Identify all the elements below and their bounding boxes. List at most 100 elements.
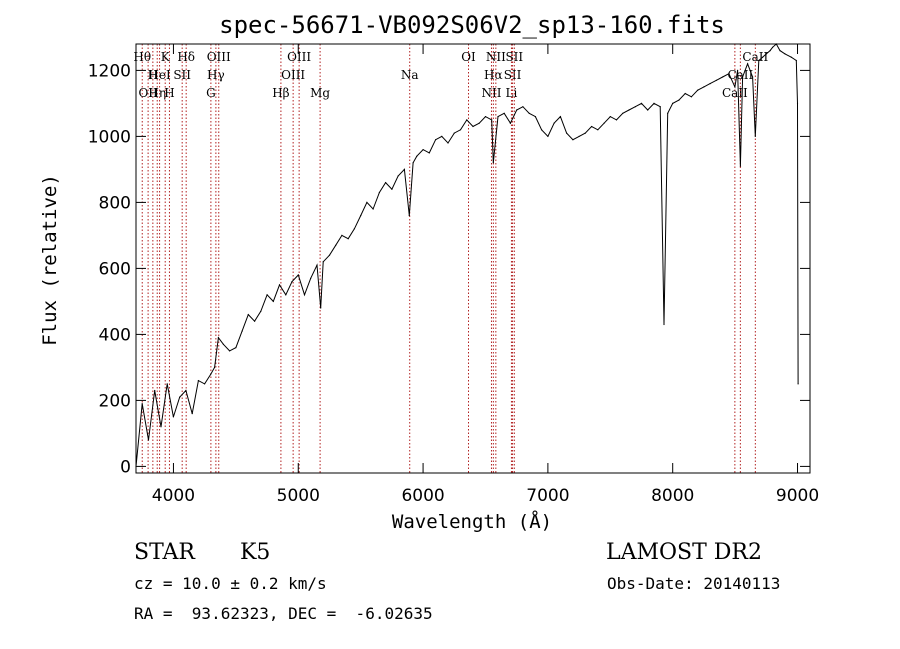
data-point bbox=[647, 109, 649, 111]
y-tick-label-6: 1200 bbox=[88, 61, 131, 81]
data-point bbox=[285, 294, 287, 296]
data-point bbox=[222, 343, 224, 345]
data-point bbox=[762, 56, 764, 58]
data-point bbox=[492, 162, 494, 164]
line-label-14: OIII bbox=[287, 50, 311, 64]
data-point bbox=[478, 122, 480, 124]
data-point bbox=[441, 135, 443, 137]
spectral-lines-layer: HθOIIHHηHeIKHSIIHδGHγOIIIHβOIIIOIIIMgNaO… bbox=[133, 44, 768, 473]
data-point bbox=[784, 53, 786, 55]
data-point bbox=[772, 46, 774, 48]
data-point bbox=[341, 234, 343, 236]
data-point bbox=[254, 320, 256, 322]
data-point bbox=[385, 182, 387, 184]
data-point bbox=[559, 116, 562, 118]
data-point bbox=[609, 116, 611, 118]
data-point bbox=[204, 383, 206, 385]
data-point bbox=[628, 109, 630, 111]
x-tick-label-0: 4000 bbox=[152, 486, 195, 506]
data-point bbox=[509, 122, 511, 124]
line-label-3: Hη bbox=[148, 86, 166, 100]
line-label-5: K bbox=[161, 50, 171, 64]
line-label-2: H bbox=[148, 68, 158, 82]
data-point bbox=[672, 102, 674, 104]
data-point bbox=[553, 122, 555, 124]
data-point bbox=[353, 228, 355, 230]
object-type-label: STAR bbox=[134, 540, 195, 565]
data-point bbox=[235, 347, 237, 349]
data-point bbox=[752, 76, 754, 78]
data-point bbox=[678, 99, 680, 101]
data-point bbox=[459, 129, 462, 131]
data-point bbox=[484, 116, 487, 118]
line-label-20: NII bbox=[486, 50, 506, 64]
data-point bbox=[360, 215, 362, 217]
data-point bbox=[659, 106, 661, 108]
data-point bbox=[591, 125, 593, 128]
plot-frame bbox=[135, 43, 811, 474]
data-point bbox=[640, 102, 643, 104]
data-point bbox=[754, 135, 756, 137]
data-point bbox=[403, 168, 405, 170]
data-point bbox=[422, 149, 424, 151]
y-tick-label-3: 600 bbox=[99, 259, 131, 279]
data-point bbox=[734, 86, 736, 88]
y-tick-label-1: 200 bbox=[99, 391, 131, 411]
line-label-9: G bbox=[206, 86, 216, 100]
data-point bbox=[503, 112, 505, 114]
data-point bbox=[663, 323, 665, 326]
data-point bbox=[742, 76, 744, 78]
data-point bbox=[690, 96, 693, 98]
data-point bbox=[603, 122, 605, 124]
data-point bbox=[172, 416, 174, 418]
data-point bbox=[210, 373, 212, 375]
data-point bbox=[214, 366, 216, 368]
chart-title: spec-56671-VB092S06V2_sp13-160.fits bbox=[219, 11, 725, 39]
data-point bbox=[447, 142, 449, 144]
data-point bbox=[528, 112, 530, 114]
data-point bbox=[653, 102, 655, 104]
line-label-4: HeI bbox=[148, 68, 171, 82]
data-point bbox=[303, 294, 306, 296]
data-point bbox=[747, 63, 749, 65]
data-point bbox=[516, 109, 518, 111]
line-label-18: NII bbox=[481, 86, 501, 100]
data-point bbox=[428, 152, 430, 154]
data-point bbox=[790, 56, 792, 58]
data-point bbox=[335, 244, 337, 246]
data-point bbox=[247, 314, 249, 316]
line-label-16: Na bbox=[401, 68, 419, 82]
data-point bbox=[320, 307, 322, 309]
data-point bbox=[715, 79, 718, 81]
x-tick-label-5: 9000 bbox=[776, 486, 819, 506]
data-point bbox=[737, 69, 739, 71]
data-point bbox=[272, 300, 274, 302]
line-label-26: CaII bbox=[742, 50, 768, 64]
data-point bbox=[765, 53, 767, 55]
data-point bbox=[147, 439, 150, 441]
series-line-0 bbox=[135, 43, 799, 467]
line-label-21: Li bbox=[506, 86, 518, 100]
data-point bbox=[472, 125, 474, 128]
data-point bbox=[578, 135, 580, 137]
data-point bbox=[566, 132, 568, 134]
data-point bbox=[372, 208, 374, 210]
line-label-8: Hδ bbox=[177, 50, 195, 64]
data-point bbox=[241, 330, 243, 332]
data-point bbox=[435, 139, 437, 141]
data-point bbox=[328, 254, 331, 256]
x-axis-label: Wavelength (Å) bbox=[392, 510, 552, 533]
data-point bbox=[408, 215, 410, 217]
data-point bbox=[366, 201, 368, 203]
data-point bbox=[667, 112, 669, 114]
data-point bbox=[322, 261, 324, 263]
data-point bbox=[758, 59, 760, 62]
data-point bbox=[795, 59, 797, 62]
data-point bbox=[416, 155, 418, 157]
data-point bbox=[597, 129, 599, 131]
line-label-0: Hθ bbox=[133, 50, 151, 64]
data-point bbox=[547, 135, 549, 137]
data-point bbox=[266, 294, 268, 296]
y-tick-label-4: 800 bbox=[99, 193, 131, 213]
data-point bbox=[291, 281, 293, 283]
